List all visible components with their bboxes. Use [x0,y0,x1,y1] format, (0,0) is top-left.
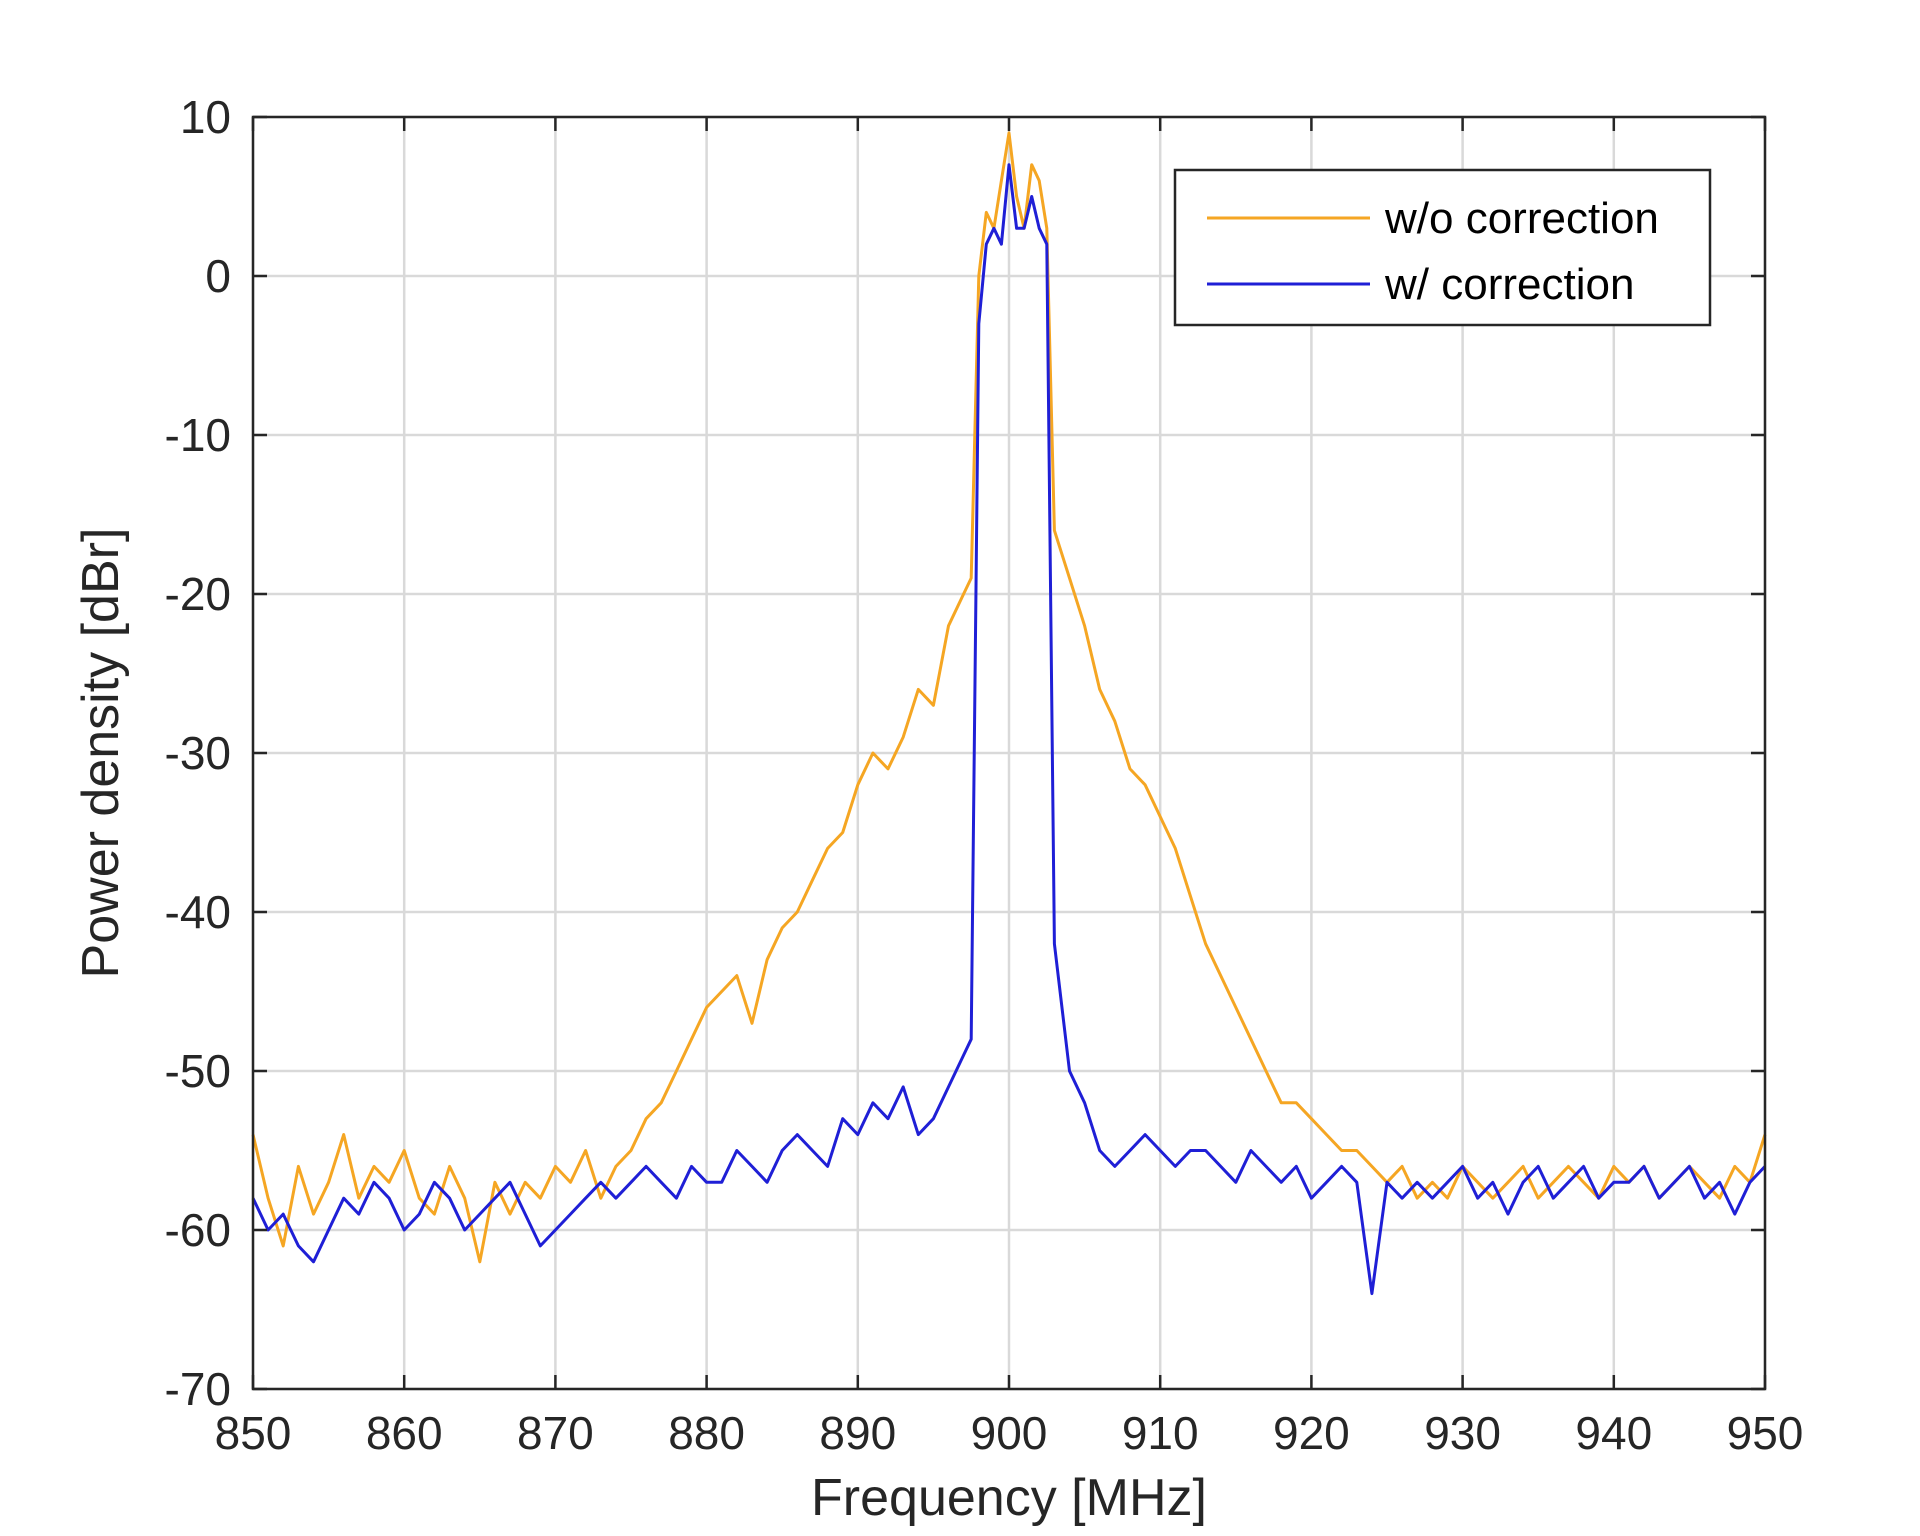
series-lines [251,131,1767,1296]
y-tick-label: -30 [165,727,231,779]
x-tick-label: 920 [1273,1407,1350,1459]
x-tick-label: 910 [1122,1407,1199,1459]
legend-box [1173,168,1712,327]
x-tick-label: 850 [215,1407,292,1459]
y-tick-label: -70 [165,1363,231,1415]
y-tick-label: -40 [165,886,231,938]
legend: w/o correction w/ correction [1173,168,1712,327]
y-axis-label: Power density [dBr] [72,528,130,979]
x-tick-label: 950 [1727,1407,1804,1459]
legend-entry-label: w/ correction [1384,260,1634,309]
y-tick-label: -50 [165,1045,231,1097]
x-axis-label: Frequency [MHz] [811,1469,1207,1527]
x-tick-label: 900 [971,1407,1048,1459]
legend-entry-label: w/o correction [1384,194,1659,243]
x-tick-label: 860 [366,1407,443,1459]
axis-ticks: 850 860 870 880 890 900 910 920 930 940 950 10 0 -10 -… [165,91,1804,1459]
y-tick-label: 10 [180,91,231,143]
x-tick-label: 930 [1424,1407,1501,1459]
series-line-with-correction [251,163,1767,1296]
x-tick-label: 940 [1575,1407,1652,1459]
x-tick-label: 880 [668,1407,745,1459]
y-tick-label: -20 [165,568,231,620]
y-tick-label: -60 [165,1204,231,1256]
x-tick-label: 870 [517,1407,594,1459]
y-tick-label: 0 [205,250,231,302]
y-tick-label: -10 [165,409,231,461]
x-tick-label: 890 [819,1407,896,1459]
